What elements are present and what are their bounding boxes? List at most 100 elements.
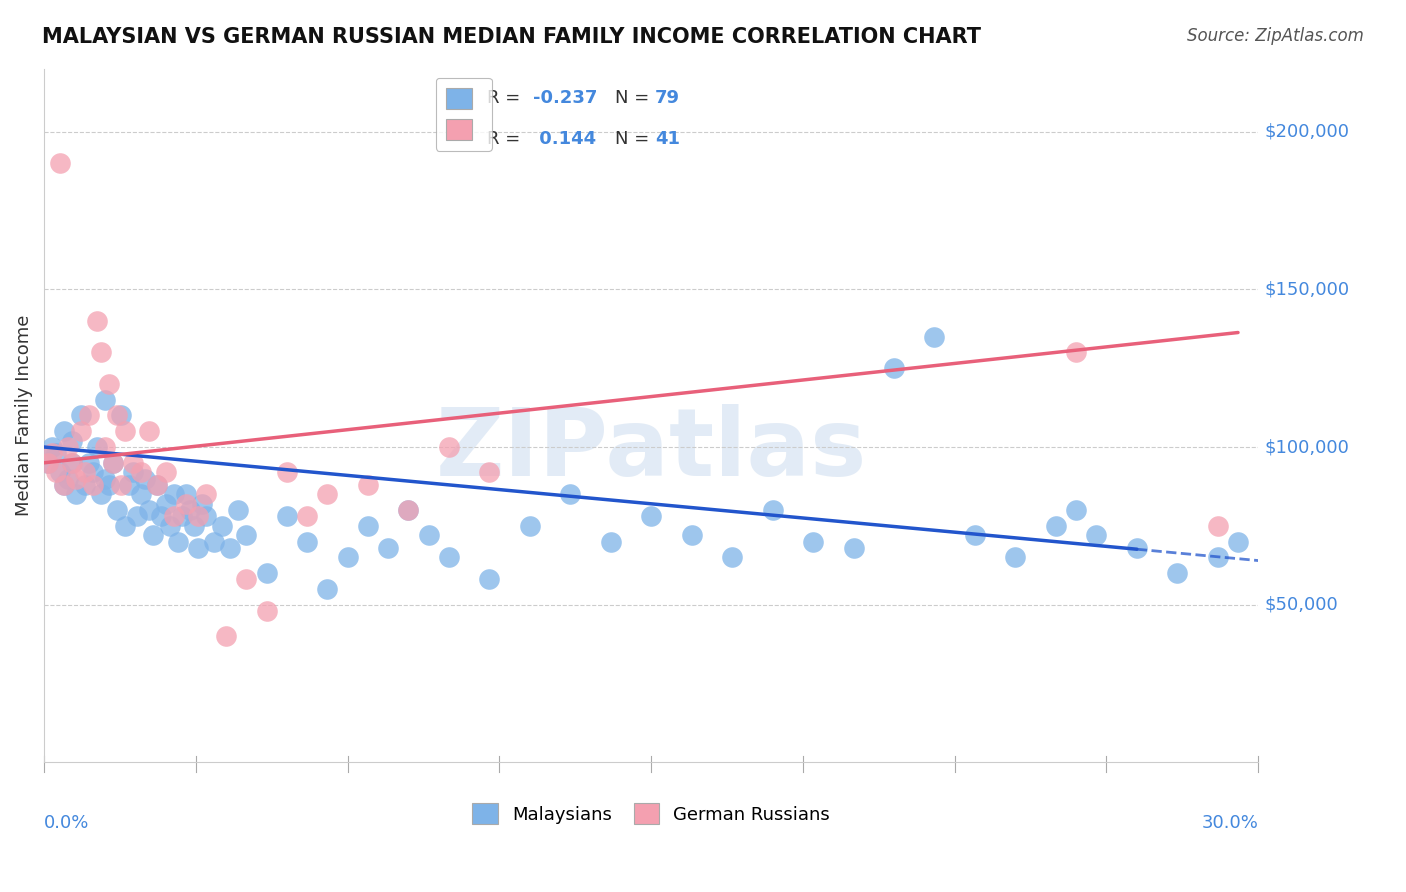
Point xyxy=(110,409,132,423)
Point xyxy=(73,478,96,492)
Point xyxy=(105,503,128,517)
Point xyxy=(114,424,136,438)
Point xyxy=(58,472,80,486)
Point xyxy=(377,541,399,555)
Text: 0.0%: 0.0% xyxy=(44,814,90,832)
Point xyxy=(162,509,184,524)
Point xyxy=(721,550,744,565)
Point xyxy=(883,361,905,376)
Point xyxy=(195,487,218,501)
Point xyxy=(114,519,136,533)
Point xyxy=(235,573,257,587)
Point xyxy=(418,528,440,542)
Point xyxy=(155,465,177,479)
Point xyxy=(62,456,84,470)
Text: -0.237: -0.237 xyxy=(533,89,598,107)
Point xyxy=(295,534,318,549)
Point xyxy=(842,541,865,555)
Point xyxy=(276,465,298,479)
Point xyxy=(1064,345,1087,359)
Point xyxy=(129,487,152,501)
Point xyxy=(146,478,169,492)
Point xyxy=(336,550,359,565)
Point xyxy=(963,528,986,542)
Point xyxy=(162,487,184,501)
Point xyxy=(62,434,84,448)
Point xyxy=(155,497,177,511)
Point xyxy=(122,465,145,479)
Text: Source: ZipAtlas.com: Source: ZipAtlas.com xyxy=(1187,27,1364,45)
Point xyxy=(122,456,145,470)
Point xyxy=(69,409,91,423)
Point xyxy=(53,478,76,492)
Point xyxy=(159,519,181,533)
Point xyxy=(65,472,87,486)
Point xyxy=(924,329,946,343)
Point xyxy=(437,440,460,454)
Point xyxy=(150,509,173,524)
Text: 41: 41 xyxy=(655,129,681,147)
Point xyxy=(396,503,419,517)
Point xyxy=(69,424,91,438)
Point xyxy=(62,456,84,470)
Point xyxy=(97,376,120,391)
Point xyxy=(94,392,117,407)
Text: N =: N = xyxy=(614,129,655,147)
Point xyxy=(166,534,188,549)
Point xyxy=(134,472,156,486)
Point xyxy=(1166,566,1188,581)
Point xyxy=(101,456,124,470)
Point xyxy=(187,509,209,524)
Point xyxy=(1004,550,1026,565)
Point xyxy=(1045,519,1067,533)
Point xyxy=(599,534,621,549)
Text: 30.0%: 30.0% xyxy=(1201,814,1258,832)
Point xyxy=(97,478,120,492)
Legend: Malaysians, German Russians: Malaysians, German Russians xyxy=(464,794,839,833)
Point xyxy=(357,519,380,533)
Y-axis label: Median Family Income: Median Family Income xyxy=(15,315,32,516)
Point xyxy=(86,440,108,454)
Point xyxy=(49,465,72,479)
Point xyxy=(215,629,238,643)
Point xyxy=(45,446,67,460)
Point xyxy=(41,446,63,460)
Text: $200,000: $200,000 xyxy=(1264,122,1350,141)
Point xyxy=(801,534,824,549)
Point xyxy=(174,497,197,511)
Text: $150,000: $150,000 xyxy=(1264,280,1350,298)
Text: R =: R = xyxy=(488,89,526,107)
Point xyxy=(195,509,218,524)
Point xyxy=(202,534,225,549)
Point xyxy=(101,456,124,470)
Point xyxy=(478,573,501,587)
Point xyxy=(110,478,132,492)
Point xyxy=(295,509,318,524)
Point xyxy=(276,509,298,524)
Point xyxy=(53,478,76,492)
Point xyxy=(90,487,112,501)
Point xyxy=(1206,519,1229,533)
Point xyxy=(1126,541,1149,555)
Point xyxy=(37,456,59,470)
Point xyxy=(396,503,419,517)
Point xyxy=(118,478,141,492)
Point xyxy=(478,465,501,479)
Point xyxy=(41,440,63,454)
Point xyxy=(316,487,339,501)
Point xyxy=(94,472,117,486)
Point xyxy=(142,528,165,542)
Point xyxy=(228,503,250,517)
Point xyxy=(560,487,582,501)
Point xyxy=(519,519,541,533)
Point xyxy=(65,487,87,501)
Point xyxy=(146,478,169,492)
Point xyxy=(58,440,80,454)
Point xyxy=(256,566,278,581)
Point xyxy=(1206,550,1229,565)
Point xyxy=(183,519,205,533)
Text: 0.144: 0.144 xyxy=(533,129,596,147)
Point xyxy=(211,519,233,533)
Point xyxy=(640,509,662,524)
Point xyxy=(761,503,783,517)
